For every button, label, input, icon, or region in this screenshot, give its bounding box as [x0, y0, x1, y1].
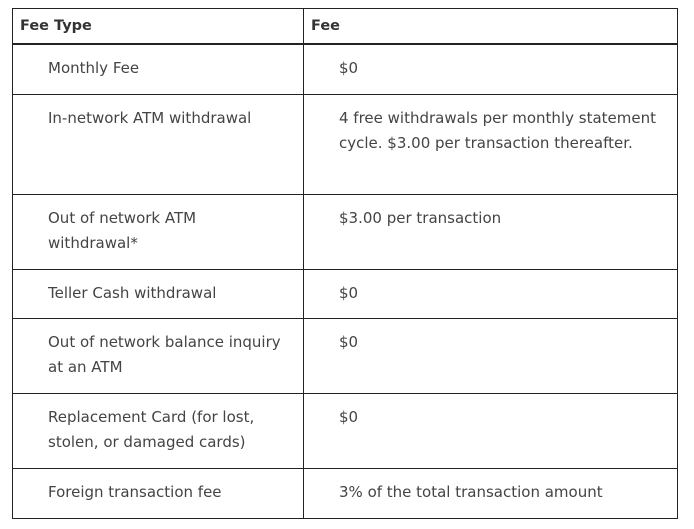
table-row: Foreign transaction fee 3% of the total t…	[12, 467, 678, 519]
table-row: Monthly Fee $0	[12, 43, 678, 95]
fee-cell: $0	[303, 392, 678, 469]
fee-cell: $3.00 per transaction	[303, 193, 678, 270]
fee-type-cell: Out of network balance inquiry at an ATM	[12, 317, 304, 394]
fee-table: Fee Type Fee Monthly Fee $0 In-network ATM…	[12, 8, 678, 519]
fee-cell: $0	[303, 43, 678, 95]
table-row: In-network ATM withdrawal 4 free withdraw…	[12, 93, 678, 195]
fee-type-cell: Teller Cash withdrawal	[12, 268, 304, 319]
fee-cell: 3% of the total transaction amount	[303, 467, 678, 519]
table-row: Out of network ATM withdrawal* $3.00 per …	[12, 193, 678, 270]
fee-cell: $0	[303, 268, 678, 319]
fee-cell: 4 free withdrawals per monthly statement…	[303, 93, 678, 195]
header-row: Fee Type Fee	[12, 8, 678, 45]
fee-type-cell: Monthly Fee	[12, 43, 304, 95]
table-row: Out of network balance inquiry at an ATM…	[12, 317, 678, 394]
fee-type-cell: Foreign transaction fee	[12, 467, 304, 519]
header-fee: Fee	[303, 8, 678, 45]
fee-cell: $0	[303, 317, 678, 394]
fee-type-cell: In-network ATM withdrawal	[12, 93, 304, 195]
fee-type-cell: Out of network ATM withdrawal*	[12, 193, 304, 270]
header-fee-type: Fee Type	[12, 8, 304, 45]
table-row: Teller Cash withdrawal $0	[12, 268, 678, 319]
fee-type-cell: Replacement Card (for lost, stolen, or d…	[12, 392, 304, 469]
table-row: Replacement Card (for lost, stolen, or d…	[12, 392, 678, 469]
